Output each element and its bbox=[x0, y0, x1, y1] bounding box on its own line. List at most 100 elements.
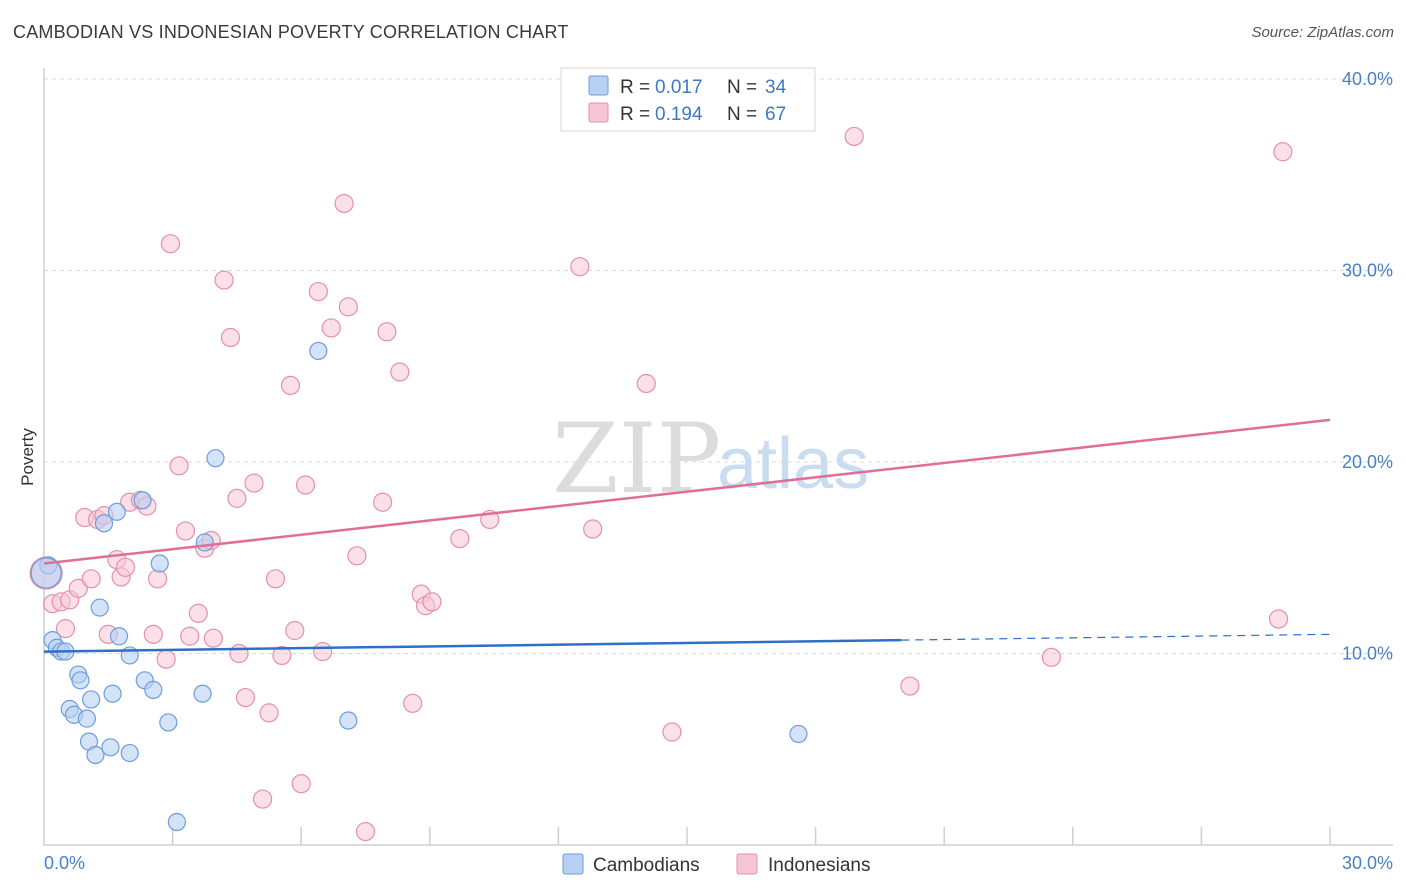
cambodians-point bbox=[159, 713, 178, 732]
indonesians-point bbox=[253, 789, 273, 809]
indonesians-point bbox=[244, 473, 264, 493]
indonesians-point bbox=[403, 693, 423, 713]
watermark-atlas: atlas bbox=[717, 424, 869, 504]
series-legend: Cambodians Indonesians bbox=[562, 853, 870, 876]
indonesians-point bbox=[214, 270, 234, 290]
indonesians-point bbox=[220, 327, 241, 348]
y-tick-label: 40.0% bbox=[1342, 69, 1393, 89]
cambodians-point bbox=[90, 598, 109, 617]
cambodians-point bbox=[144, 680, 163, 699]
indonesians-point bbox=[272, 645, 292, 666]
indonesians-point bbox=[169, 456, 189, 476]
axes bbox=[43, 68, 1393, 846]
watermark: ZIP atlas bbox=[552, 403, 869, 515]
x-tick-label-max: 30.0% bbox=[1342, 853, 1393, 873]
indonesians-point bbox=[143, 624, 163, 644]
chart-title: CAMBODIAN VS INDONESIAN POVERTY CORRELAT… bbox=[13, 22, 569, 42]
indonesians-point bbox=[227, 488, 247, 508]
legend-swatch-cambodians bbox=[588, 75, 609, 96]
x-axis-ticks bbox=[171, 827, 1331, 845]
cambodians-point bbox=[339, 711, 358, 730]
cambodians-trendline bbox=[43, 638, 902, 653]
legend-r-value-indonesians: 0.194 bbox=[655, 104, 703, 125]
cambodians-point bbox=[150, 554, 169, 573]
cambodians-point bbox=[133, 491, 152, 510]
indonesians-point bbox=[390, 362, 410, 382]
indonesians-point bbox=[68, 578, 88, 598]
trendlines bbox=[43, 418, 1331, 653]
legend-swatch-indonesians bbox=[588, 102, 609, 123]
indonesians-point bbox=[662, 722, 682, 742]
cambodians-point bbox=[107, 502, 126, 521]
indonesians-point bbox=[1041, 647, 1061, 667]
y-tick-label: 20.0% bbox=[1342, 452, 1393, 472]
indonesians-point bbox=[450, 528, 470, 549]
cambodians-point bbox=[195, 533, 214, 552]
indonesians-point bbox=[355, 821, 376, 842]
indonesians-point bbox=[377, 322, 397, 342]
indonesians-point bbox=[570, 257, 590, 277]
source-label: Source: ZipAtlas.com bbox=[1251, 24, 1394, 41]
legend-n-value-indonesians: 67 bbox=[765, 104, 786, 125]
cambodians-point bbox=[789, 724, 808, 744]
indonesians-point bbox=[147, 569, 168, 589]
cambodians-point bbox=[94, 514, 114, 533]
indonesians-point bbox=[175, 521, 196, 541]
cambodians-point bbox=[82, 690, 101, 709]
indonesians-point bbox=[373, 492, 393, 512]
indonesians-point bbox=[291, 774, 311, 794]
indonesians-point bbox=[313, 641, 333, 662]
indonesians-point bbox=[81, 569, 101, 589]
legend-n-label-indonesians: N = bbox=[727, 104, 757, 125]
legend-n-value-cambodians: 34 bbox=[765, 77, 787, 98]
cambodians-point bbox=[71, 671, 90, 690]
series-legend-swatch-indonesians bbox=[736, 853, 758, 875]
series-legend-label-cambodians: Cambodians bbox=[593, 855, 700, 876]
indonesians-point bbox=[900, 676, 920, 696]
indonesians-point bbox=[321, 318, 341, 338]
y-axis-tick-labels: 10.0% 20.0% 30.0% 40.0% bbox=[1342, 69, 1393, 664]
indonesians-point bbox=[844, 126, 864, 147]
indonesians-point bbox=[1273, 142, 1293, 162]
legend-r-label-cambodians: R = bbox=[620, 77, 650, 98]
indonesians-point bbox=[1268, 609, 1289, 629]
legend-r-value-cambodians: 0.017 bbox=[655, 77, 703, 98]
indonesians-trendline bbox=[43, 418, 1331, 565]
cambodians-point bbox=[86, 745, 105, 765]
indonesians-point bbox=[160, 234, 181, 254]
indonesians-point bbox=[583, 519, 603, 539]
cambodians-point bbox=[193, 684, 212, 703]
indonesians-point bbox=[334, 193, 354, 214]
indonesians-point bbox=[55, 619, 76, 639]
indonesians-point bbox=[235, 687, 256, 708]
legend-r-label-indonesians: R = bbox=[620, 104, 650, 125]
indonesians-point bbox=[347, 546, 367, 566]
cambodians-point bbox=[103, 684, 122, 703]
cambodians-point bbox=[167, 812, 186, 832]
cambodians-point bbox=[30, 557, 62, 589]
cambodians-point bbox=[101, 738, 120, 757]
indonesians-point bbox=[285, 620, 305, 641]
indonesians-point bbox=[229, 643, 249, 664]
series-legend-swatch-cambodians bbox=[562, 853, 584, 875]
indonesians-point bbox=[156, 649, 176, 669]
cambodians-trendline-extension bbox=[901, 633, 1331, 641]
indonesians-point bbox=[338, 297, 358, 317]
indonesians-point bbox=[295, 475, 316, 495]
indonesians-point bbox=[636, 373, 656, 394]
indonesians-point bbox=[265, 569, 286, 589]
indonesians-point bbox=[180, 626, 200, 646]
indonesians-point bbox=[188, 603, 208, 623]
gridlines bbox=[44, 78, 1393, 654]
indonesians-point bbox=[280, 375, 301, 395]
indonesians-point bbox=[422, 592, 442, 612]
indonesians-point bbox=[308, 281, 328, 302]
cambodians-point bbox=[309, 341, 328, 361]
cambodians-point bbox=[77, 709, 96, 728]
y-tick-label: 30.0% bbox=[1342, 261, 1393, 281]
x-tick-label-min: 0.0% bbox=[44, 853, 85, 873]
series-legend-label-indonesians: Indonesians bbox=[768, 855, 870, 876]
cambodians-point bbox=[206, 449, 225, 468]
cambodians-point bbox=[120, 743, 139, 763]
